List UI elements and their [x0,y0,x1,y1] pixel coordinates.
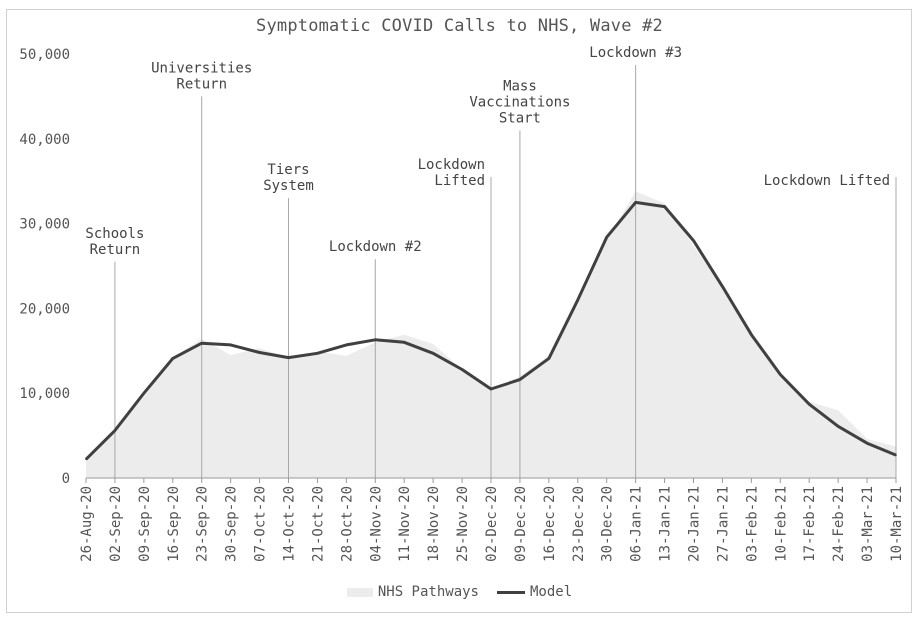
x-tick-label: 28-Oct-20 [339,486,355,562]
x-tick-label: 20-Jan-21 [687,486,703,562]
x-tick-label: 18-Nov-20 [426,486,442,562]
x-tick-label: 10-Feb-21 [773,486,789,562]
model-point [143,392,145,395]
x-tick-label: 07-Oct-20 [253,486,269,562]
annotation-label: Lifted [434,173,485,189]
x-tick-label: 03-Mar-21 [860,486,876,562]
x-tick-label: 24-Feb-21 [831,486,847,562]
model-point [605,236,608,238]
x-tick-label: 16-Sep-20 [166,486,182,562]
model-point [229,344,232,346]
model-point [490,388,492,390]
x-tick-label: 25-Nov-20 [455,486,471,562]
model-point [779,373,782,376]
model-point [663,205,666,208]
model-point [171,357,174,360]
x-tick-label: 30-Sep-20 [224,486,240,562]
y-tick-label: 0 [62,471,70,487]
x-tick-label: 04-Nov-20 [368,486,384,562]
x-tick-label: 23-Dec-20 [571,486,587,562]
y-tick-label: 20,000 [19,301,70,317]
model-point [403,341,406,344]
model-point [808,403,811,406]
model-point [866,442,868,445]
annotation-label: Lockdown #2 [329,239,422,255]
x-tick-label: 27-Jan-21 [715,486,731,562]
x-tick-label: 09-Sep-20 [137,486,153,562]
legend-label: Model [530,584,573,600]
model-point [519,378,521,381]
x-tick-label: 13-Jan-21 [658,486,674,562]
model-point [432,352,434,355]
annotation-label: System [263,178,314,194]
x-tick-label: 16-Dec-20 [542,486,558,562]
x-tick-label: 21-Oct-20 [310,486,326,562]
legend-item-model: Model [497,584,572,600]
annotation-label: Return [176,76,227,92]
annotation-label: Lockdown #3 [589,45,682,61]
model-point [287,356,290,359]
annotation-label: Mass [503,78,537,94]
model-point [692,239,695,242]
x-tick-label: 09-Dec-20 [513,486,529,562]
x-tick-label: 23-Sep-20 [195,486,211,562]
annotation-label: Schools [85,226,144,242]
y-tick-label: 10,000 [19,386,70,402]
x-tick-label: 02-Sep-20 [108,486,124,562]
model-point [895,454,897,456]
legend-label: NHS Pathways [377,584,479,600]
chart-title: Symptomatic COVID Calls to NHS, Wave #2 [256,16,663,36]
x-tick-label: 10-Mar-21 [889,486,905,562]
x-tick-label: 30-Dec-20 [600,486,616,562]
x-tick-label: 11-Nov-20 [397,486,413,562]
annotation-label: Return [90,242,141,258]
annotation-label: Start [499,110,541,126]
chart-frame [6,9,912,613]
model-point [345,344,348,346]
model-point [200,342,203,344]
annotation-label: Lockdown [418,157,485,173]
legend-swatch-line [497,590,525,594]
annotation-label: Lockdown Lifted [764,173,890,189]
model-point [258,351,261,354]
legend-swatch-area [346,587,373,597]
x-tick-label: 26-Aug-20 [79,486,95,562]
annotation-label: Tiers [267,162,309,178]
x-tick-label: 17-Feb-21 [802,486,818,562]
chart-legend: NHS Pathways Model [0,584,919,600]
model-point [316,352,319,355]
x-tick-label: 02-Dec-20 [484,486,500,562]
model-point [576,299,579,301]
model-point [837,425,839,428]
model-point [461,368,463,371]
model-point [114,429,116,432]
model-point [721,285,724,288]
x-tick-label: 03-Feb-21 [744,486,760,562]
model-point [85,458,87,461]
model-point [750,333,753,336]
model-point [374,338,377,341]
legend-item-nhs-pathways: NHS Pathways [346,584,479,600]
model-point [634,201,637,204]
annotation-label: Universities [151,60,252,76]
y-tick-label: 30,000 [19,217,70,233]
y-tick-label: 40,000 [19,132,70,148]
x-tick-label: 06-Jan-21 [629,486,645,562]
y-tick-label: 50,000 [19,47,70,63]
x-tick-label: 14-Oct-20 [282,486,298,562]
model-point [548,357,550,360]
annotation-label: Vaccinations [469,94,570,110]
